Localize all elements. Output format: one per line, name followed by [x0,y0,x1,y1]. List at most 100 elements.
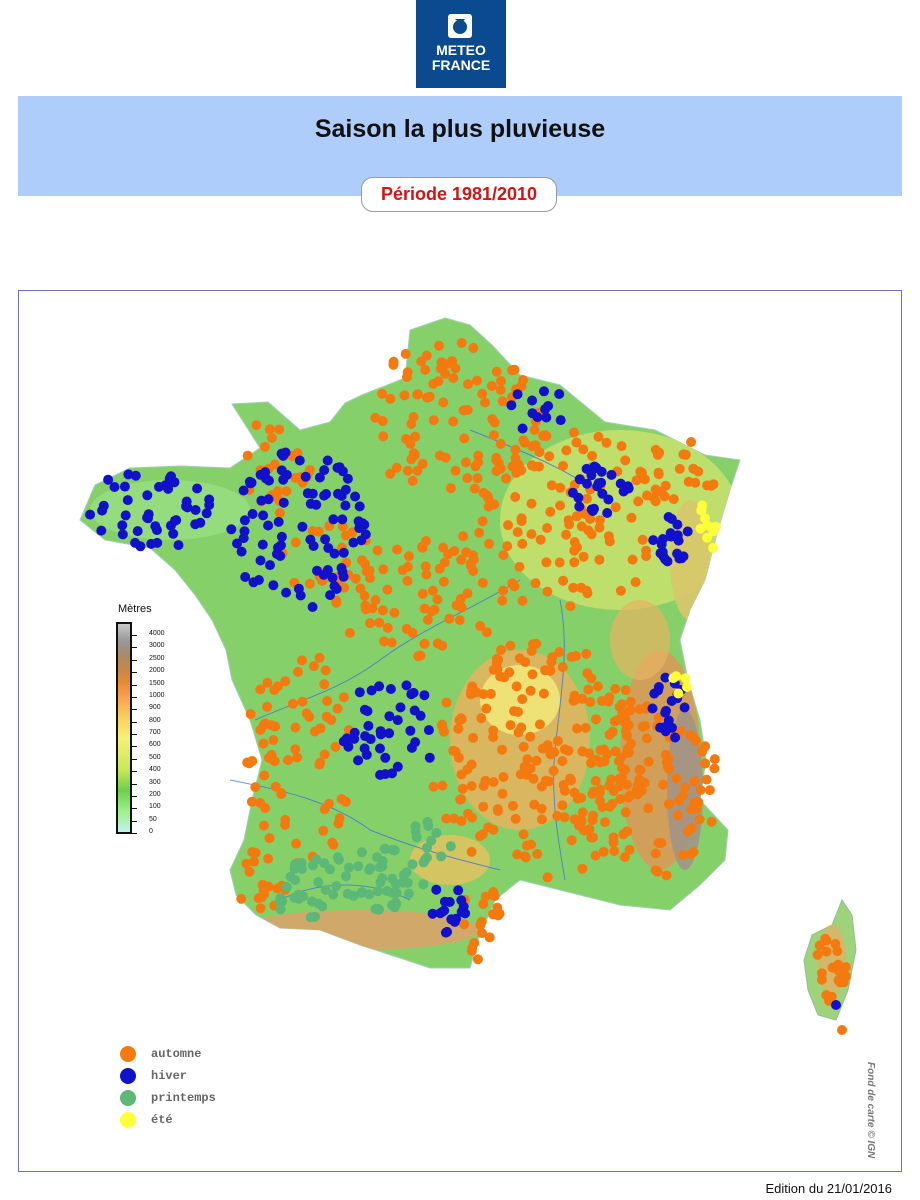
station-dot-automne [592,681,603,692]
station-dot-hiver [666,696,677,706]
station-dot-printemps [398,870,409,880]
station-dot-hiver [132,526,143,537]
station-dot-hiver [589,461,600,472]
station-dot-hiver [98,500,109,511]
edition-date: Edition du 21/01/2016 [765,1181,893,1196]
scale-tick-label: 4000 [149,630,165,637]
station-dot-automne [510,453,521,464]
station-dot-automne [507,365,517,376]
station-dot-hiver [392,715,403,726]
station-dot-automne [640,720,651,731]
station-dot-hiver [653,685,663,696]
station-dot-hiver [201,508,212,519]
station-dot-hiver [85,509,96,520]
station-dot-hiver [623,483,634,494]
station-dot-automne [635,765,646,775]
station-dot-automne [578,444,589,455]
station-dot-automne [615,794,626,804]
scale-tick-mark [132,833,137,834]
station-dot-automne [308,661,319,672]
station-dot-automne [403,551,414,562]
station-dot-hiver [366,685,377,696]
station-dot-automne [489,499,500,510]
station-dot-automne [518,435,529,446]
station-dot-hiver [410,737,421,748]
station-dot-hiver [532,412,543,423]
page-title: Saison la plus pluvieuse [314,115,606,143]
station-dot-hiver [831,1000,841,1010]
station-dot-automne [236,893,247,904]
station-dot-automne [258,720,269,731]
station-dot-automne [570,694,581,705]
station-dot-automne [458,531,469,542]
station-dot-hiver [142,512,153,523]
station-dot-hiver [512,389,523,400]
station-dot-automne [443,549,454,560]
station-dot-automne [566,835,577,846]
station-dot-automne [497,744,508,755]
station-dot-hiver [440,927,451,938]
station-dot-hiver [660,707,671,718]
station-dot-automne [513,706,523,717]
station-dot-automne [260,803,271,814]
station-dot-automne [269,459,280,470]
station-dot-printemps [387,873,398,884]
station-dot-automne [509,581,520,592]
station-dot-printemps [372,886,383,897]
station-dot-automne [572,542,582,553]
station-dot-hiver [408,687,419,698]
station-dot-hiver [311,499,322,510]
station-dot-automne [609,846,620,856]
station-dot-printemps [403,888,414,899]
station-dot-automne [837,1025,847,1035]
station-dot-automne [532,848,543,859]
station-dot-printemps [313,898,324,909]
station-dot-automne [266,749,277,760]
station-dot-automne [688,463,699,474]
scale-tick-mark [132,659,137,661]
station-dot-printemps [311,854,322,865]
station-dot-automne [616,441,627,452]
station-dot-automne [510,492,521,502]
station-dot-automne [610,502,621,513]
station-dot-automne [595,784,606,795]
scale-tick-mark [132,696,137,698]
station-dot-printemps [331,881,342,891]
station-dot-hiver [273,542,283,553]
station-dot-hiver [263,494,274,505]
station-dot-hiver [375,769,386,780]
station-dot-automne [420,364,431,375]
station-dot-automne [518,829,529,840]
station-dot-automne [350,573,361,584]
station-dot-hiver [660,672,671,683]
station-dot-automne [517,538,528,549]
station-dot-automne [563,515,574,526]
station-dot-printemps [426,835,437,846]
station-dot-hiver [122,495,133,506]
station-dot-hiver [337,514,348,525]
station-dot-automne [513,727,524,738]
station-dot-automne [570,651,581,661]
station-dot-automne [536,803,547,814]
station-dot-hiver [253,575,264,585]
station-dot-automne [624,844,635,855]
station-dot-automne [258,820,269,831]
station-dot-automne [642,490,652,501]
scale-tick-mark [132,672,137,674]
station-dot-automne [412,389,423,400]
station-dot-automne [518,375,528,385]
station-dot-automne [467,943,478,954]
station-dot-hiver [405,725,416,736]
station-dot-automne [407,627,418,638]
station-dot-automne [274,424,285,435]
station-dot-automne [377,388,387,399]
station-dot-automne [554,647,565,658]
station-dot-automne [581,493,592,504]
station-dot-automne [557,662,568,673]
station-dot-hiver [506,400,517,411]
station-dot-printemps [275,904,286,915]
station-dot-automne [658,779,669,790]
scale-tick-mark [132,746,137,748]
station-dot-automne [432,594,443,605]
station-dot-printemps [377,855,388,866]
